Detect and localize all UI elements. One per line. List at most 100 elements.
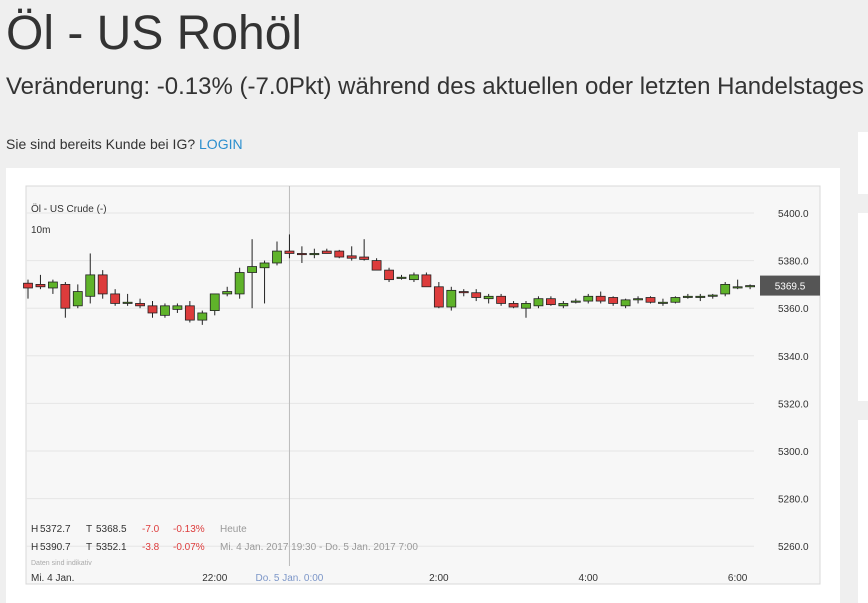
candle-body: [421, 274, 432, 288]
candle-body: [458, 291, 469, 294]
stats-low-value: 5368.5: [96, 524, 127, 535]
candle[interactable]: [508, 301, 519, 309]
candle[interactable]: [583, 293, 594, 304]
candle[interactable]: [48, 279, 58, 294]
candle[interactable]: [483, 293, 494, 304]
candle[interactable]: [85, 253, 96, 304]
candle[interactable]: [409, 272, 419, 283]
price-chart[interactable]: 5400.0 5380.0 5360.0 5340.0 5320.0 5300.0 5280…: [6, 168, 840, 603]
login-link[interactable]: LOGIN: [199, 136, 243, 152]
candle[interactable]: [695, 293, 706, 302]
stats-period: Heute: [220, 524, 247, 535]
candle-body: [608, 297, 619, 304]
candle[interactable]: [433, 282, 444, 309]
candle[interactable]: [384, 267, 394, 283]
candle[interactable]: [558, 301, 569, 309]
candle[interactable]: [359, 239, 370, 261]
candle[interactable]: [247, 239, 258, 309]
candle-body: [433, 286, 444, 308]
candle[interactable]: [682, 293, 693, 299]
login-prompt-text: Sie sind bereits Kunde bei IG?: [6, 136, 196, 152]
candle-body: [184, 305, 195, 321]
candle-body: [321, 250, 332, 254]
candle[interactable]: [97, 270, 108, 299]
candle[interactable]: [72, 284, 83, 309]
candle-body: [284, 250, 295, 254]
candle[interactable]: [595, 291, 606, 304]
candle[interactable]: [296, 246, 307, 263]
candle[interactable]: [421, 272, 432, 288]
candle[interactable]: [570, 298, 581, 304]
candle[interactable]: [533, 296, 544, 309]
candle-body: [334, 250, 345, 258]
candle[interactable]: [284, 234, 295, 259]
price-tag-box: [760, 275, 820, 296]
candle[interactable]: [645, 296, 656, 304]
candle-body: [135, 303, 145, 307]
candle[interactable]: [259, 260, 270, 304]
candle[interactable]: [222, 286, 233, 297]
candle[interactable]: [371, 258, 382, 271]
candle[interactable]: [658, 298, 668, 306]
candle[interactable]: [172, 303, 183, 313]
y-tick-label: 5400.0: [778, 209, 809, 220]
candle-body: [583, 295, 594, 302]
x-tick-label: Do. 5 Jan. 0:00: [256, 573, 324, 584]
candle-body: [471, 292, 482, 298]
stats-row-today: H 5372.7 T 5368.5 -7.0 -0.13% Heute: [31, 524, 247, 535]
candle-body: [309, 253, 320, 256]
candle-body: [23, 282, 33, 289]
candle[interactable]: [446, 286, 457, 311]
candle-body: [732, 286, 743, 289]
candle-body: [658, 301, 668, 304]
candle[interactable]: [521, 301, 531, 318]
candle-body: [409, 274, 419, 281]
chart-interval: 10m: [31, 225, 50, 236]
candle[interactable]: [135, 298, 145, 309]
candle[interactable]: [110, 289, 121, 306]
candle-body: [197, 312, 208, 321]
candle-body: [222, 291, 233, 295]
candle[interactable]: [732, 279, 743, 290]
candle[interactable]: [546, 296, 556, 306]
candle[interactable]: [184, 301, 195, 323]
candle-body: [172, 305, 183, 310]
candle-body: [296, 253, 307, 256]
candle-body: [546, 298, 556, 306]
candle[interactable]: [160, 303, 170, 318]
candle-body: [35, 284, 46, 288]
candle[interactable]: [745, 284, 755, 290]
candle-body: [384, 269, 394, 281]
stats-low-value: 5352.1: [96, 542, 127, 553]
candle[interactable]: [334, 249, 345, 259]
candle-body: [620, 299, 631, 307]
login-prompt: Sie sind bereits Kunde bei IG? LOGIN: [6, 134, 243, 154]
candle[interactable]: [707, 293, 718, 299]
candle-body: [595, 295, 606, 302]
candle[interactable]: [35, 274, 46, 290]
candle[interactable]: [321, 248, 332, 254]
candle[interactable]: [458, 289, 469, 297]
y-tick-label: 5260.0: [778, 542, 809, 553]
candle-body: [371, 260, 382, 271]
candle[interactable]: [620, 298, 631, 309]
candle[interactable]: [496, 293, 507, 306]
candle[interactable]: [272, 241, 282, 266]
candle[interactable]: [234, 267, 245, 299]
candle[interactable]: [633, 296, 643, 304]
candle[interactable]: [197, 310, 208, 325]
candle[interactable]: [309, 248, 320, 259]
candle-body: [85, 274, 96, 297]
candle[interactable]: [23, 279, 33, 299]
candle[interactable]: [209, 293, 220, 316]
candle[interactable]: [147, 301, 158, 318]
candle[interactable]: [720, 282, 731, 297]
candle[interactable]: [346, 246, 357, 261]
candle[interactable]: [471, 289, 482, 302]
candle[interactable]: [122, 293, 133, 306]
candle[interactable]: [396, 274, 407, 280]
candle[interactable]: [608, 296, 619, 306]
candle[interactable]: [670, 296, 681, 304]
candle[interactable]: [60, 282, 71, 318]
candle-body: [707, 294, 718, 297]
